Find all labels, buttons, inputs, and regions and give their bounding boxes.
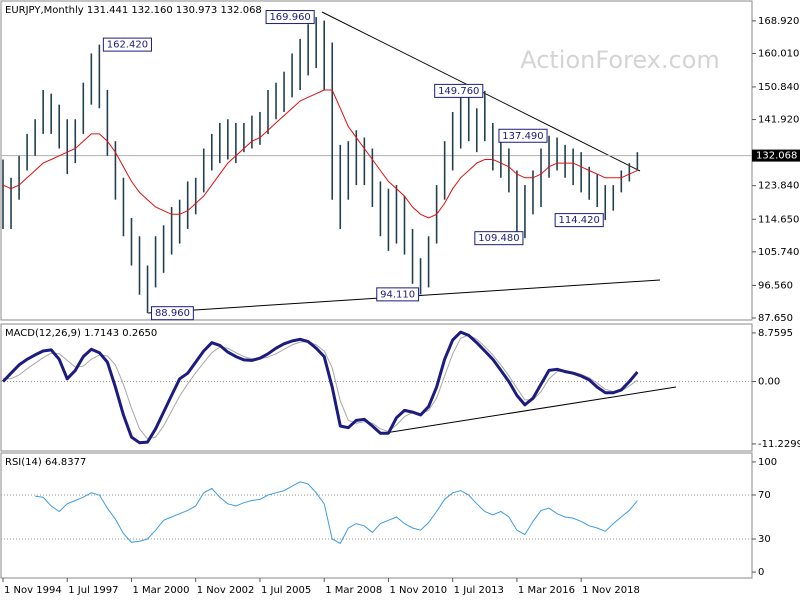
price-label: 137.490 [502,131,543,142]
price-label: 94.110 [380,289,415,300]
x-tick-label: 1 Nov 2010 [389,585,447,596]
y-tick-label: 100 [758,457,777,468]
panel-title: EURJPY,Monthly 131.441 132.160 130.973 1… [5,5,262,16]
macd-line [1,330,639,445]
panel-frame [0,323,753,452]
x-tick-label: 1 Nov 2002 [197,585,255,596]
last-price-label: 132.068 [756,151,797,162]
price-label-box [102,37,152,52]
y-tick-label: 160.010 [758,48,799,59]
last-price-box [752,149,800,162]
y-tick-label: 96.560 [758,280,793,291]
x-tick-label: 1 Mar 2016 [518,585,575,596]
x-tick-label: 1 Jul 1997 [68,585,118,596]
price-label-box [434,83,484,98]
price-label-box [265,10,315,25]
rsi-line [35,481,638,545]
y-tick-label: 105.740 [758,247,799,258]
price-label-box [474,231,524,246]
x-tick-label: 1 Nov 1994 [4,585,62,596]
y-tick-label: 168.920 [758,16,799,27]
price-label: 114.420 [559,215,600,226]
y-tick-label: 150.840 [758,82,799,93]
price-label-box [151,306,194,321]
y-tick-label: -11.2299 [758,439,800,450]
price-label: 169.960 [269,12,310,23]
x-tick-label: 1 Nov 2018 [582,585,640,596]
panel-title: RSI(14) 64.8377 [5,457,86,468]
y-tick-label: 141.920 [758,115,799,126]
price-label: 88.960 [155,308,190,319]
y-tick-label: 114.650 [758,214,799,225]
x-tick-label: 1 Mar 2000 [132,585,189,596]
panel-frame [0,452,753,579]
x-tick-label: 1 Jul 2013 [454,585,504,596]
macd-trendline [384,386,677,434]
y-tick-label: 87.650 [758,313,793,324]
watermark: ActionForex.com [520,46,720,74]
price-label-box [376,287,420,302]
y-tick-label: 123.840 [758,181,799,192]
price-label: 149.760 [438,86,479,97]
y-tick-label: 70 [758,490,771,501]
x-tick-label: 1 Jul 2005 [261,585,311,596]
price-label: 162.420 [107,40,148,51]
y-tick-label: 0 [758,567,764,578]
y-tick-label: 30 [758,534,771,545]
y-tick-label: 0.00 [758,377,780,388]
x-tick-label: 1 Mar 2008 [325,585,382,596]
price-label: 109.480 [478,233,519,244]
y-tick-label: 8.7595 [758,328,793,339]
panel-title: MACD(12,26,9) 1.7143 0.2650 [5,328,157,339]
price-label-box [498,128,548,143]
moving-average [2,89,638,219]
price-label-box [554,213,604,228]
